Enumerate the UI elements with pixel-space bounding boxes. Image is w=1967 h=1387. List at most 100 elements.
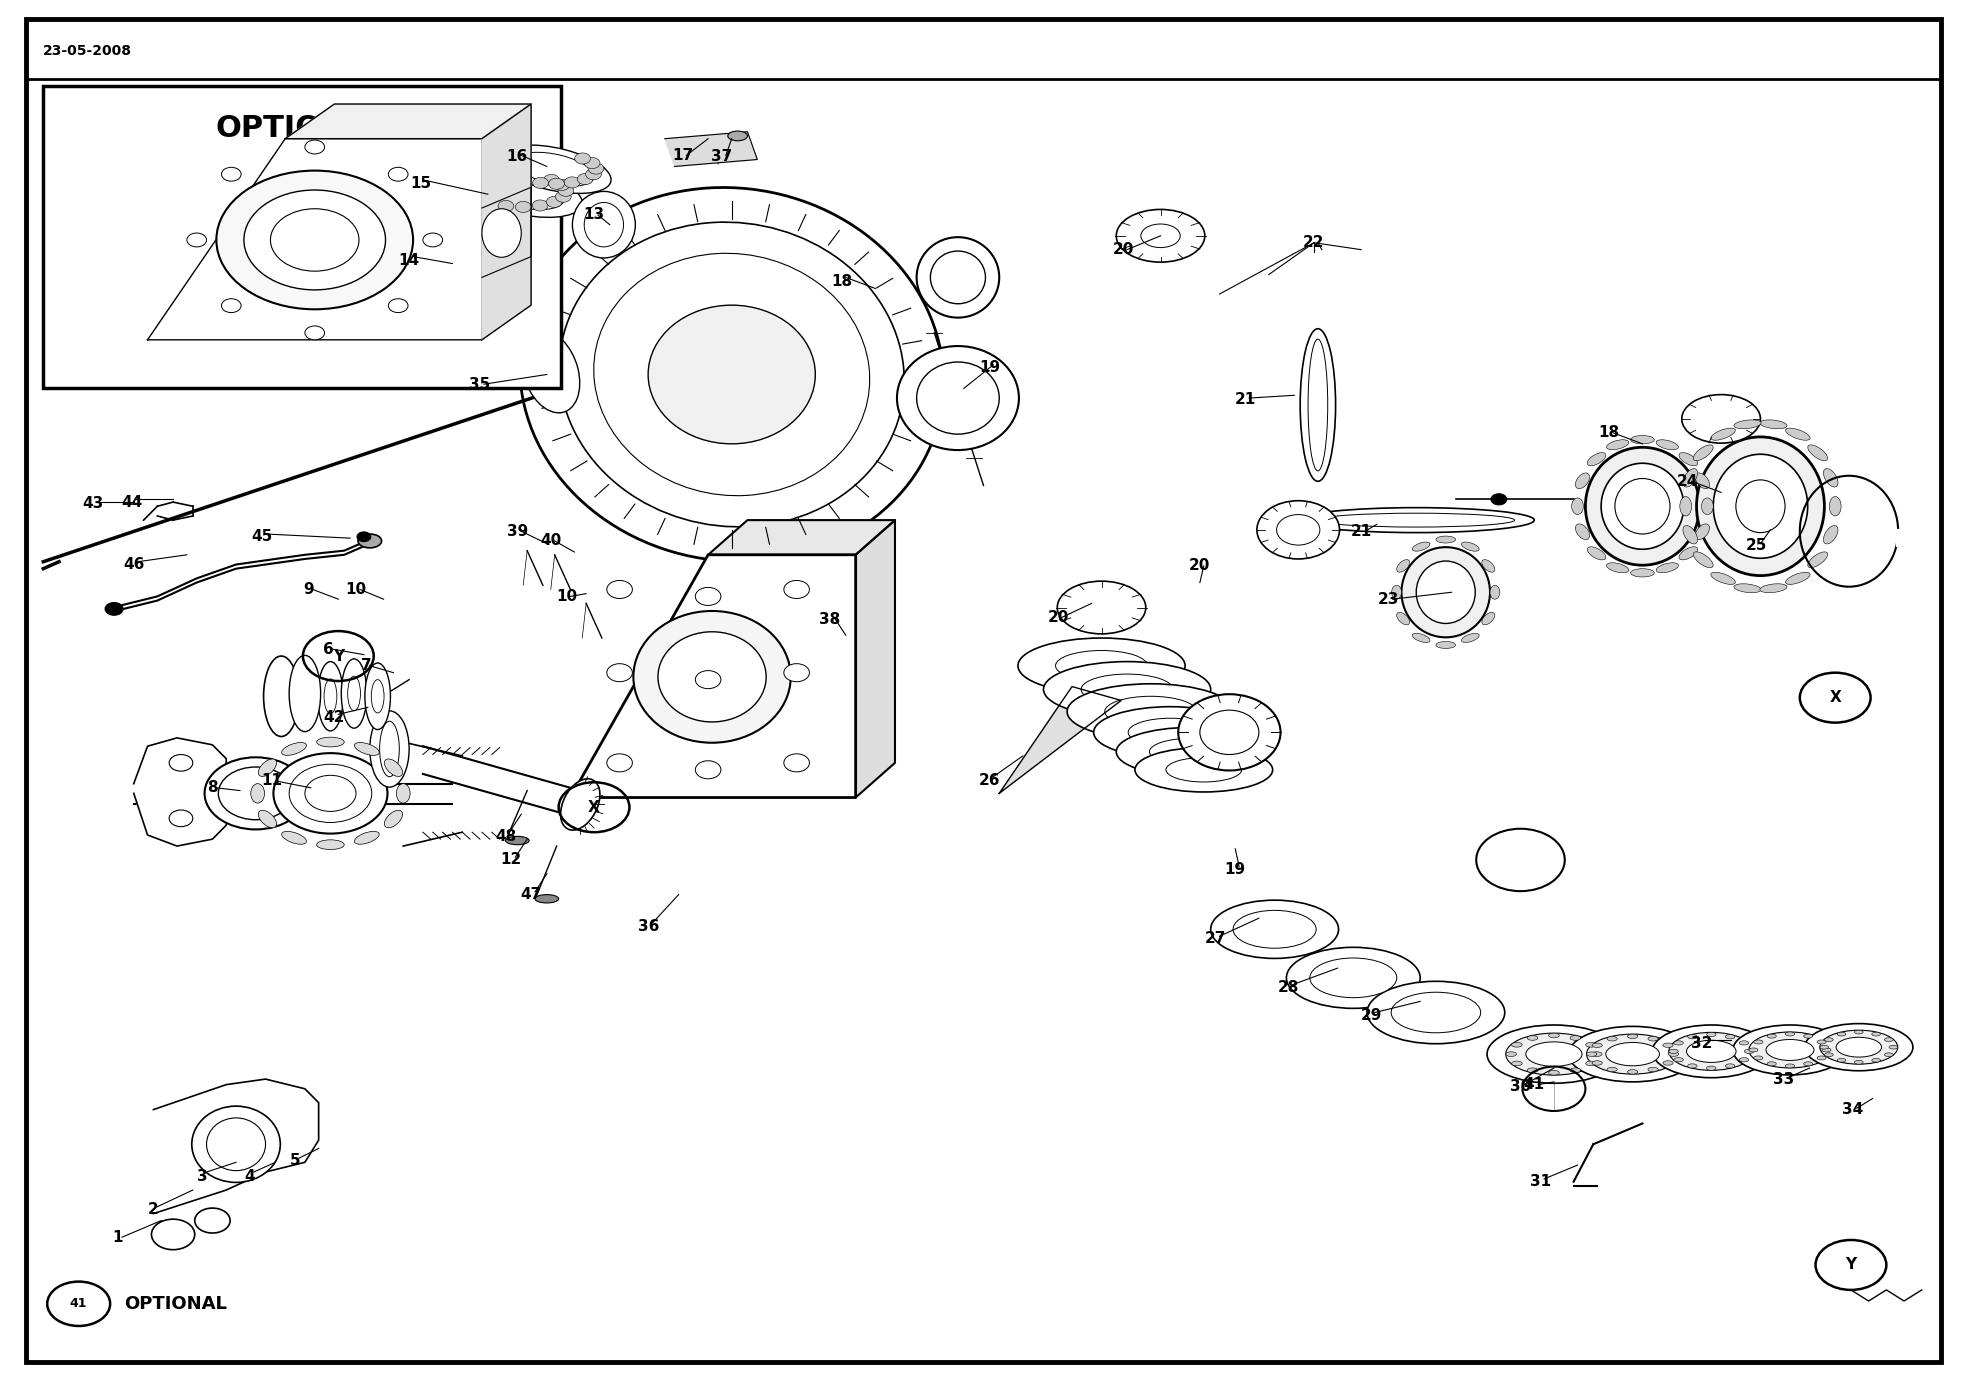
Ellipse shape xyxy=(519,187,944,562)
Text: 20: 20 xyxy=(1113,243,1133,257)
Ellipse shape xyxy=(460,165,582,218)
Ellipse shape xyxy=(1725,1035,1735,1039)
Ellipse shape xyxy=(1755,1040,1762,1044)
Ellipse shape xyxy=(1233,910,1316,949)
Ellipse shape xyxy=(647,305,814,444)
Ellipse shape xyxy=(169,755,193,771)
Polygon shape xyxy=(285,104,531,139)
Ellipse shape xyxy=(1819,1031,1898,1064)
Ellipse shape xyxy=(1725,1064,1735,1068)
Ellipse shape xyxy=(1823,526,1837,544)
Ellipse shape xyxy=(1837,1058,1845,1062)
Text: 37: 37 xyxy=(712,150,732,164)
Text: 1: 1 xyxy=(112,1230,124,1244)
Ellipse shape xyxy=(549,178,565,189)
Ellipse shape xyxy=(193,1107,281,1182)
Ellipse shape xyxy=(205,757,307,829)
Ellipse shape xyxy=(1568,1026,1696,1082)
Ellipse shape xyxy=(555,179,570,190)
Ellipse shape xyxy=(572,191,635,258)
Ellipse shape xyxy=(1766,1062,1776,1065)
Ellipse shape xyxy=(1066,684,1235,739)
Text: OPTIONAL: OPTIONAL xyxy=(124,1295,226,1312)
Ellipse shape xyxy=(1507,1051,1517,1057)
Ellipse shape xyxy=(1884,1037,1892,1042)
Ellipse shape xyxy=(533,200,549,211)
Ellipse shape xyxy=(1821,1049,1831,1051)
Text: 18: 18 xyxy=(832,275,852,288)
Ellipse shape xyxy=(1570,1068,1581,1072)
Ellipse shape xyxy=(423,233,443,247)
Ellipse shape xyxy=(340,659,366,728)
Text: 47: 47 xyxy=(521,888,541,902)
Ellipse shape xyxy=(106,602,124,616)
Ellipse shape xyxy=(1412,542,1430,551)
Ellipse shape xyxy=(1829,497,1841,516)
Ellipse shape xyxy=(348,675,360,710)
Ellipse shape xyxy=(1019,638,1184,694)
Ellipse shape xyxy=(1739,1040,1749,1044)
Ellipse shape xyxy=(1615,479,1670,534)
Polygon shape xyxy=(856,520,895,798)
Ellipse shape xyxy=(1178,694,1281,771)
Text: 46: 46 xyxy=(124,558,144,571)
Ellipse shape xyxy=(244,190,386,290)
Ellipse shape xyxy=(305,140,325,154)
Text: 22: 22 xyxy=(1304,236,1324,250)
Ellipse shape xyxy=(1713,455,1808,559)
Ellipse shape xyxy=(1491,585,1499,599)
Ellipse shape xyxy=(364,663,389,730)
Ellipse shape xyxy=(1587,452,1605,466)
Text: 23: 23 xyxy=(1379,592,1399,606)
Ellipse shape xyxy=(498,201,513,212)
Ellipse shape xyxy=(1397,612,1410,626)
Ellipse shape xyxy=(305,326,325,340)
Text: 7: 7 xyxy=(360,659,372,673)
Text: 25: 25 xyxy=(1747,538,1766,552)
Ellipse shape xyxy=(1601,463,1684,549)
Ellipse shape xyxy=(1808,445,1827,460)
Ellipse shape xyxy=(1607,1067,1617,1072)
Ellipse shape xyxy=(1416,562,1475,624)
Text: X: X xyxy=(588,800,600,814)
Ellipse shape xyxy=(1652,1025,1770,1078)
Ellipse shape xyxy=(1570,1036,1581,1040)
Text: 42: 42 xyxy=(325,710,344,724)
Ellipse shape xyxy=(1585,1043,1597,1047)
Ellipse shape xyxy=(395,784,409,803)
Ellipse shape xyxy=(1548,1071,1560,1075)
Ellipse shape xyxy=(606,755,631,771)
Ellipse shape xyxy=(317,738,344,748)
Ellipse shape xyxy=(264,656,299,736)
Ellipse shape xyxy=(1707,1067,1715,1071)
Text: 29: 29 xyxy=(1361,1008,1381,1022)
Ellipse shape xyxy=(222,298,242,312)
Ellipse shape xyxy=(305,775,356,811)
Ellipse shape xyxy=(1656,563,1678,573)
Ellipse shape xyxy=(460,234,515,297)
Ellipse shape xyxy=(1043,662,1210,717)
Ellipse shape xyxy=(358,533,370,542)
Ellipse shape xyxy=(1711,429,1735,440)
Ellipse shape xyxy=(728,132,747,140)
Ellipse shape xyxy=(319,662,344,731)
Ellipse shape xyxy=(1688,1064,1698,1068)
Ellipse shape xyxy=(354,831,380,845)
Ellipse shape xyxy=(269,209,358,272)
Ellipse shape xyxy=(1436,535,1456,544)
Text: 10: 10 xyxy=(557,589,576,603)
Ellipse shape xyxy=(281,742,307,756)
Text: 39: 39 xyxy=(507,524,527,538)
Polygon shape xyxy=(134,738,226,846)
Ellipse shape xyxy=(384,759,403,777)
Ellipse shape xyxy=(559,222,905,527)
Ellipse shape xyxy=(1166,757,1241,782)
Ellipse shape xyxy=(594,254,869,495)
Text: 24: 24 xyxy=(1678,474,1698,488)
Ellipse shape xyxy=(216,171,413,309)
Ellipse shape xyxy=(1668,1049,1678,1054)
Ellipse shape xyxy=(289,764,372,822)
Text: 30: 30 xyxy=(1511,1079,1530,1093)
Ellipse shape xyxy=(1818,1056,1825,1060)
Ellipse shape xyxy=(1631,436,1654,444)
